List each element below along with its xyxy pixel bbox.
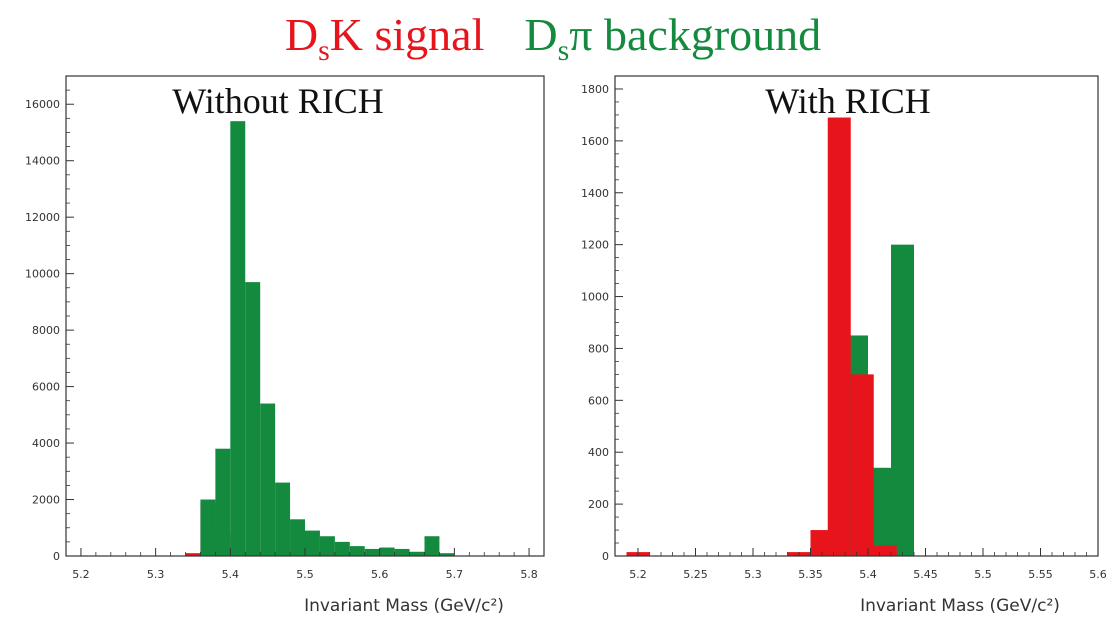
plot-frame — [65, 75, 545, 557]
histogram-bar-p1-s2-11 — [349, 546, 365, 556]
y-tick-label: 1200 — [581, 239, 609, 252]
x-tick-label: 5.7 — [446, 568, 464, 581]
y-tick-label: 1800 — [581, 83, 609, 96]
histogram-bar-p1-s2-13 — [379, 547, 395, 556]
x-tick-label: 5.3 — [147, 568, 165, 581]
histogram-bar-p1-s2-10 — [334, 541, 350, 556]
x-tick-label: 5.4 — [222, 568, 240, 581]
x-tick-label: 5.4 — [859, 568, 877, 581]
y-tick-label: 1400 — [581, 187, 609, 200]
y-tick-label: 1000 — [581, 291, 609, 304]
y-tick-label: 16000 — [25, 98, 60, 111]
histogram-bar-p1-s2-16 — [424, 536, 440, 556]
histogram-bar-p1-s2-7 — [290, 519, 305, 556]
histogram-bar-p1-s2-14 — [394, 548, 410, 556]
histogram-bar-p1-s2-12 — [364, 548, 380, 556]
histogram-bar-p1-s2-5 — [260, 403, 276, 556]
y-tick-label: 0 — [53, 550, 60, 563]
histogram-bar-p1-s1-1 — [185, 553, 201, 556]
x-tick-label: 5.5 — [974, 568, 992, 581]
histogram-bar-p1-s2-1 — [200, 499, 216, 556]
y-tick-label: 1600 — [581, 135, 609, 148]
histogram-bar-p1-s2-8 — [305, 530, 320, 556]
panel-title: With RICH — [765, 81, 931, 121]
x-tick-label: 5.45 — [913, 568, 938, 581]
x-tick-label: 5.3 — [744, 568, 762, 581]
histogram-panel-2: 0 200 400 600 800 1000 1200 1400 1600 1800 5.2 5.25… — [581, 75, 1106, 616]
histogram-bar-p1-s2-9 — [319, 536, 335, 556]
y-tick-label: 6000 — [32, 381, 60, 394]
histogram-bar-p1-s2-17 — [439, 553, 455, 556]
x-tick-label: 5.6 — [1089, 568, 1106, 581]
x-axis-title: Invariant Mass (GeV/c²) — [304, 596, 504, 616]
y-tick-label: 200 — [588, 498, 609, 511]
chart-header-legend: DsK signal Dsπ background — [0, 0, 1106, 70]
x-tick-label: 5.25 — [683, 568, 708, 581]
y-tick-label: 800 — [588, 342, 609, 355]
histogram-bar-p1-s2-4 — [245, 282, 261, 556]
histogram-panel-1: 0 2000 4000 6000 8000 10000 12000 14000 16000 5.2… — [25, 75, 545, 616]
x-tick-label: 5.8 — [520, 568, 538, 581]
y-tick-label: 400 — [588, 446, 609, 459]
x-tick-label: 5.35 — [798, 568, 823, 581]
histogram-bar-p1-s2-3 — [230, 121, 246, 557]
y-tick-label: 0 — [602, 550, 609, 563]
y-tick-label: 14000 — [25, 155, 60, 168]
histogram-bar-p2-s1-3 — [891, 244, 914, 556]
y-tick-label: 10000 — [25, 268, 60, 281]
background-legend-label: Dsπ background — [524, 9, 822, 67]
panel-title: Without RICH — [172, 81, 384, 121]
signal-legend-label: DsK signal — [284, 9, 485, 67]
x-tick-label: 5.5 — [296, 568, 314, 581]
histogram-bar-p1-s2-15 — [409, 551, 425, 556]
histogram-bar-p2-s2-6 — [873, 545, 897, 556]
histogram-bar-p2-s2-4 — [827, 117, 851, 556]
y-tick-label: 2000 — [32, 494, 60, 507]
y-tick-label: 8000 — [32, 324, 60, 337]
x-tick-label: 5.6 — [371, 568, 389, 581]
y-tick-label: 600 — [588, 394, 609, 407]
y-tick-label: 4000 — [32, 437, 60, 450]
histogram-bar-p2-s2-5 — [850, 374, 874, 556]
x-tick-label: 5.2 — [72, 568, 90, 581]
histogram-bar-p1-s2-6 — [275, 482, 291, 556]
x-axis-title: Invariant Mass (GeV/c²) — [860, 596, 1060, 616]
x-tick-label: 5.2 — [629, 568, 647, 581]
histogram-bar-p1-s2-2 — [215, 448, 231, 556]
y-tick-label: 12000 — [25, 211, 60, 224]
x-tick-label: 5.55 — [1028, 568, 1053, 581]
